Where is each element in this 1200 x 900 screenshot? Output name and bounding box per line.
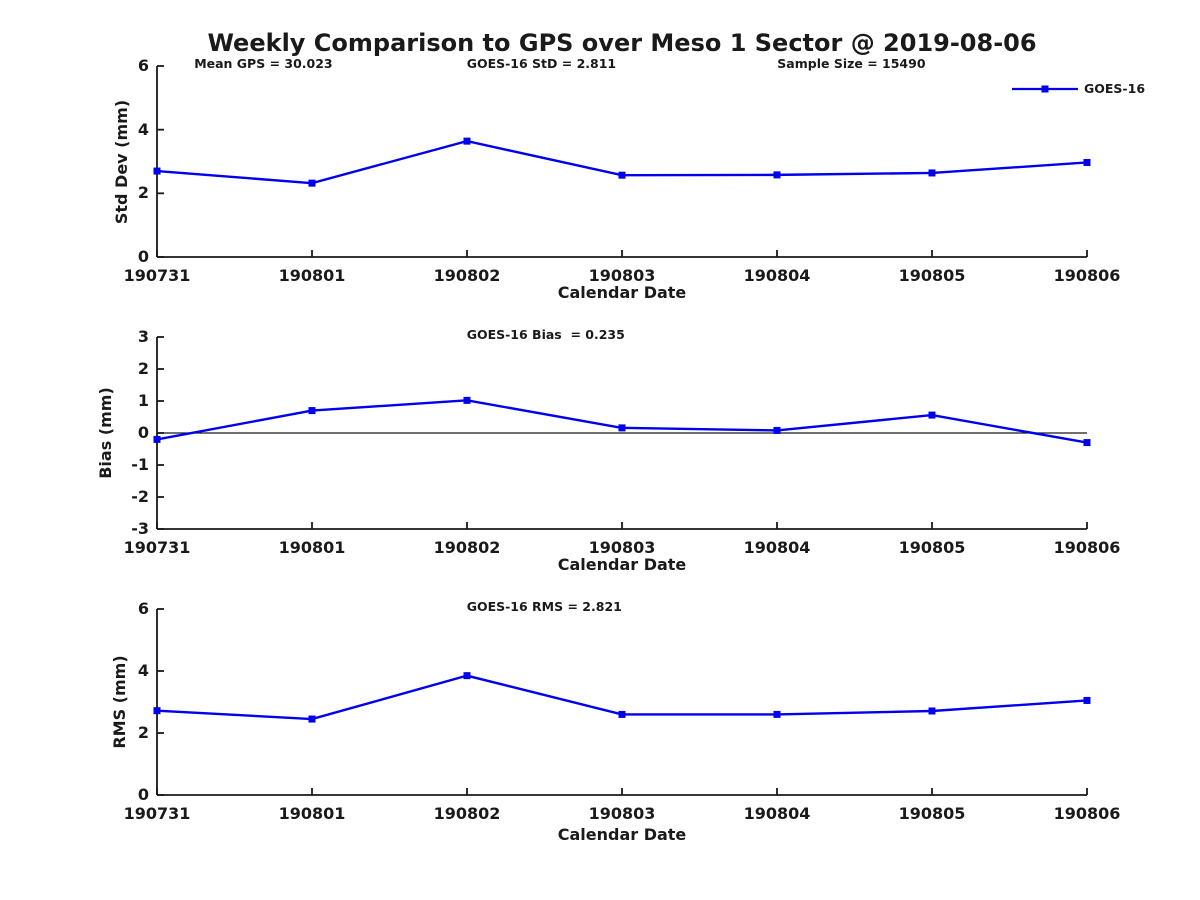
x-tick-label: 190804	[743, 538, 811, 557]
data-point-marker	[928, 411, 936, 419]
data-point-marker	[928, 707, 936, 715]
y-axis-label: RMS (mm)	[110, 655, 129, 749]
plot-annotation: GOES-16 RMS = 2.821	[466, 599, 622, 614]
y-tick-label: 4	[137, 119, 149, 139]
x-tick-label: 190805	[898, 266, 966, 285]
data-point-marker	[1083, 158, 1091, 166]
x-tick-label: 190803	[588, 804, 656, 823]
y-tick-label: 2	[137, 359, 149, 378]
x-tick-label: 190731	[123, 804, 191, 823]
legend-line-sample	[1012, 85, 1078, 93]
x-tick-label: 190802	[433, 266, 501, 285]
data-point-marker	[1083, 696, 1091, 704]
x-axis-label: Calendar Date	[557, 283, 687, 302]
x-tick-label: 190805	[898, 538, 966, 557]
x-tick-label: 190801	[278, 266, 346, 285]
data-point-marker	[153, 435, 161, 443]
data-point-marker	[618, 171, 626, 179]
y-tick-label: 1	[137, 391, 149, 410]
legend-label: GOES-16	[1084, 81, 1146, 96]
x-tick-label: 190803	[588, 266, 656, 285]
x-tick-label: 190803	[588, 538, 656, 557]
x-tick-label: 190802	[433, 538, 501, 557]
x-tick-label: 190731	[123, 538, 191, 557]
y-tick-label: 4	[137, 661, 149, 680]
x-tick-label: 190801	[278, 804, 346, 823]
x-tick-label: 190731	[123, 266, 191, 285]
plot-annotation: GOES-16 StD = 2.811	[466, 56, 617, 71]
y-tick-label: 3	[137, 327, 149, 346]
legend-square-marker-icon	[1041, 85, 1049, 93]
data-point-marker	[153, 167, 161, 175]
x-tick-label: 190801	[278, 538, 346, 557]
data-point-marker	[773, 710, 781, 718]
subplot-std-dev-plot-area	[153, 65, 1091, 258]
data-point-marker	[308, 407, 316, 415]
y-tick-label: -2	[131, 487, 149, 506]
x-tick-label: 190806	[1053, 266, 1121, 285]
plot-annotation: GOES-16 Bias = 0.235	[466, 327, 625, 342]
legend	[1012, 80, 1078, 98]
y-tick-label: 0	[137, 423, 149, 442]
x-tick-label: 190806	[1053, 538, 1121, 557]
x-tick-label: 190806	[1053, 804, 1121, 823]
plot-annotation: Sample Size = 15490	[777, 56, 926, 71]
subplot-bias-plot-area	[153, 336, 1091, 530]
y-tick-label: 6	[137, 56, 149, 75]
data-point-marker	[773, 426, 781, 434]
data-point-marker	[463, 672, 471, 680]
x-tick-label: 190805	[898, 804, 966, 823]
data-point-marker	[773, 171, 781, 179]
y-axis-label: Std Dev (mm)	[112, 99, 131, 224]
data-point-marker	[308, 715, 316, 723]
y-tick-label: -3	[131, 519, 149, 538]
y-tick-label: 2	[137, 723, 149, 742]
x-tick-label: 190804	[743, 266, 811, 285]
x-tick-label: 190804	[743, 804, 811, 823]
subplot-rms-plot-area	[153, 608, 1091, 796]
y-tick-label: 0	[137, 785, 149, 804]
data-point-marker	[308, 179, 316, 187]
y-tick-label: 2	[137, 183, 149, 203]
x-tick-label: 190802	[433, 804, 501, 823]
data-point-marker	[618, 710, 626, 718]
x-axis-label: Calendar Date	[557, 825, 687, 844]
y-tick-label: 6	[137, 599, 149, 618]
plot-annotation: Mean GPS = 30.023	[194, 56, 333, 71]
data-point-marker	[618, 424, 626, 432]
data-point-marker	[463, 137, 471, 145]
data-point-marker	[928, 169, 936, 177]
x-axis-label: Calendar Date	[557, 555, 687, 574]
data-point-marker	[153, 707, 161, 715]
data-point-marker	[1083, 439, 1091, 447]
series-line-GOES-16	[156, 399, 1088, 444]
y-tick-label: -1	[131, 455, 149, 474]
figure-title: Weekly Comparison to GPS over Meso 1 Sec…	[207, 29, 1037, 57]
y-tick-label: 0	[137, 247, 149, 266]
data-point-marker	[463, 396, 471, 404]
y-axis-label: Bias (mm)	[96, 387, 115, 479]
